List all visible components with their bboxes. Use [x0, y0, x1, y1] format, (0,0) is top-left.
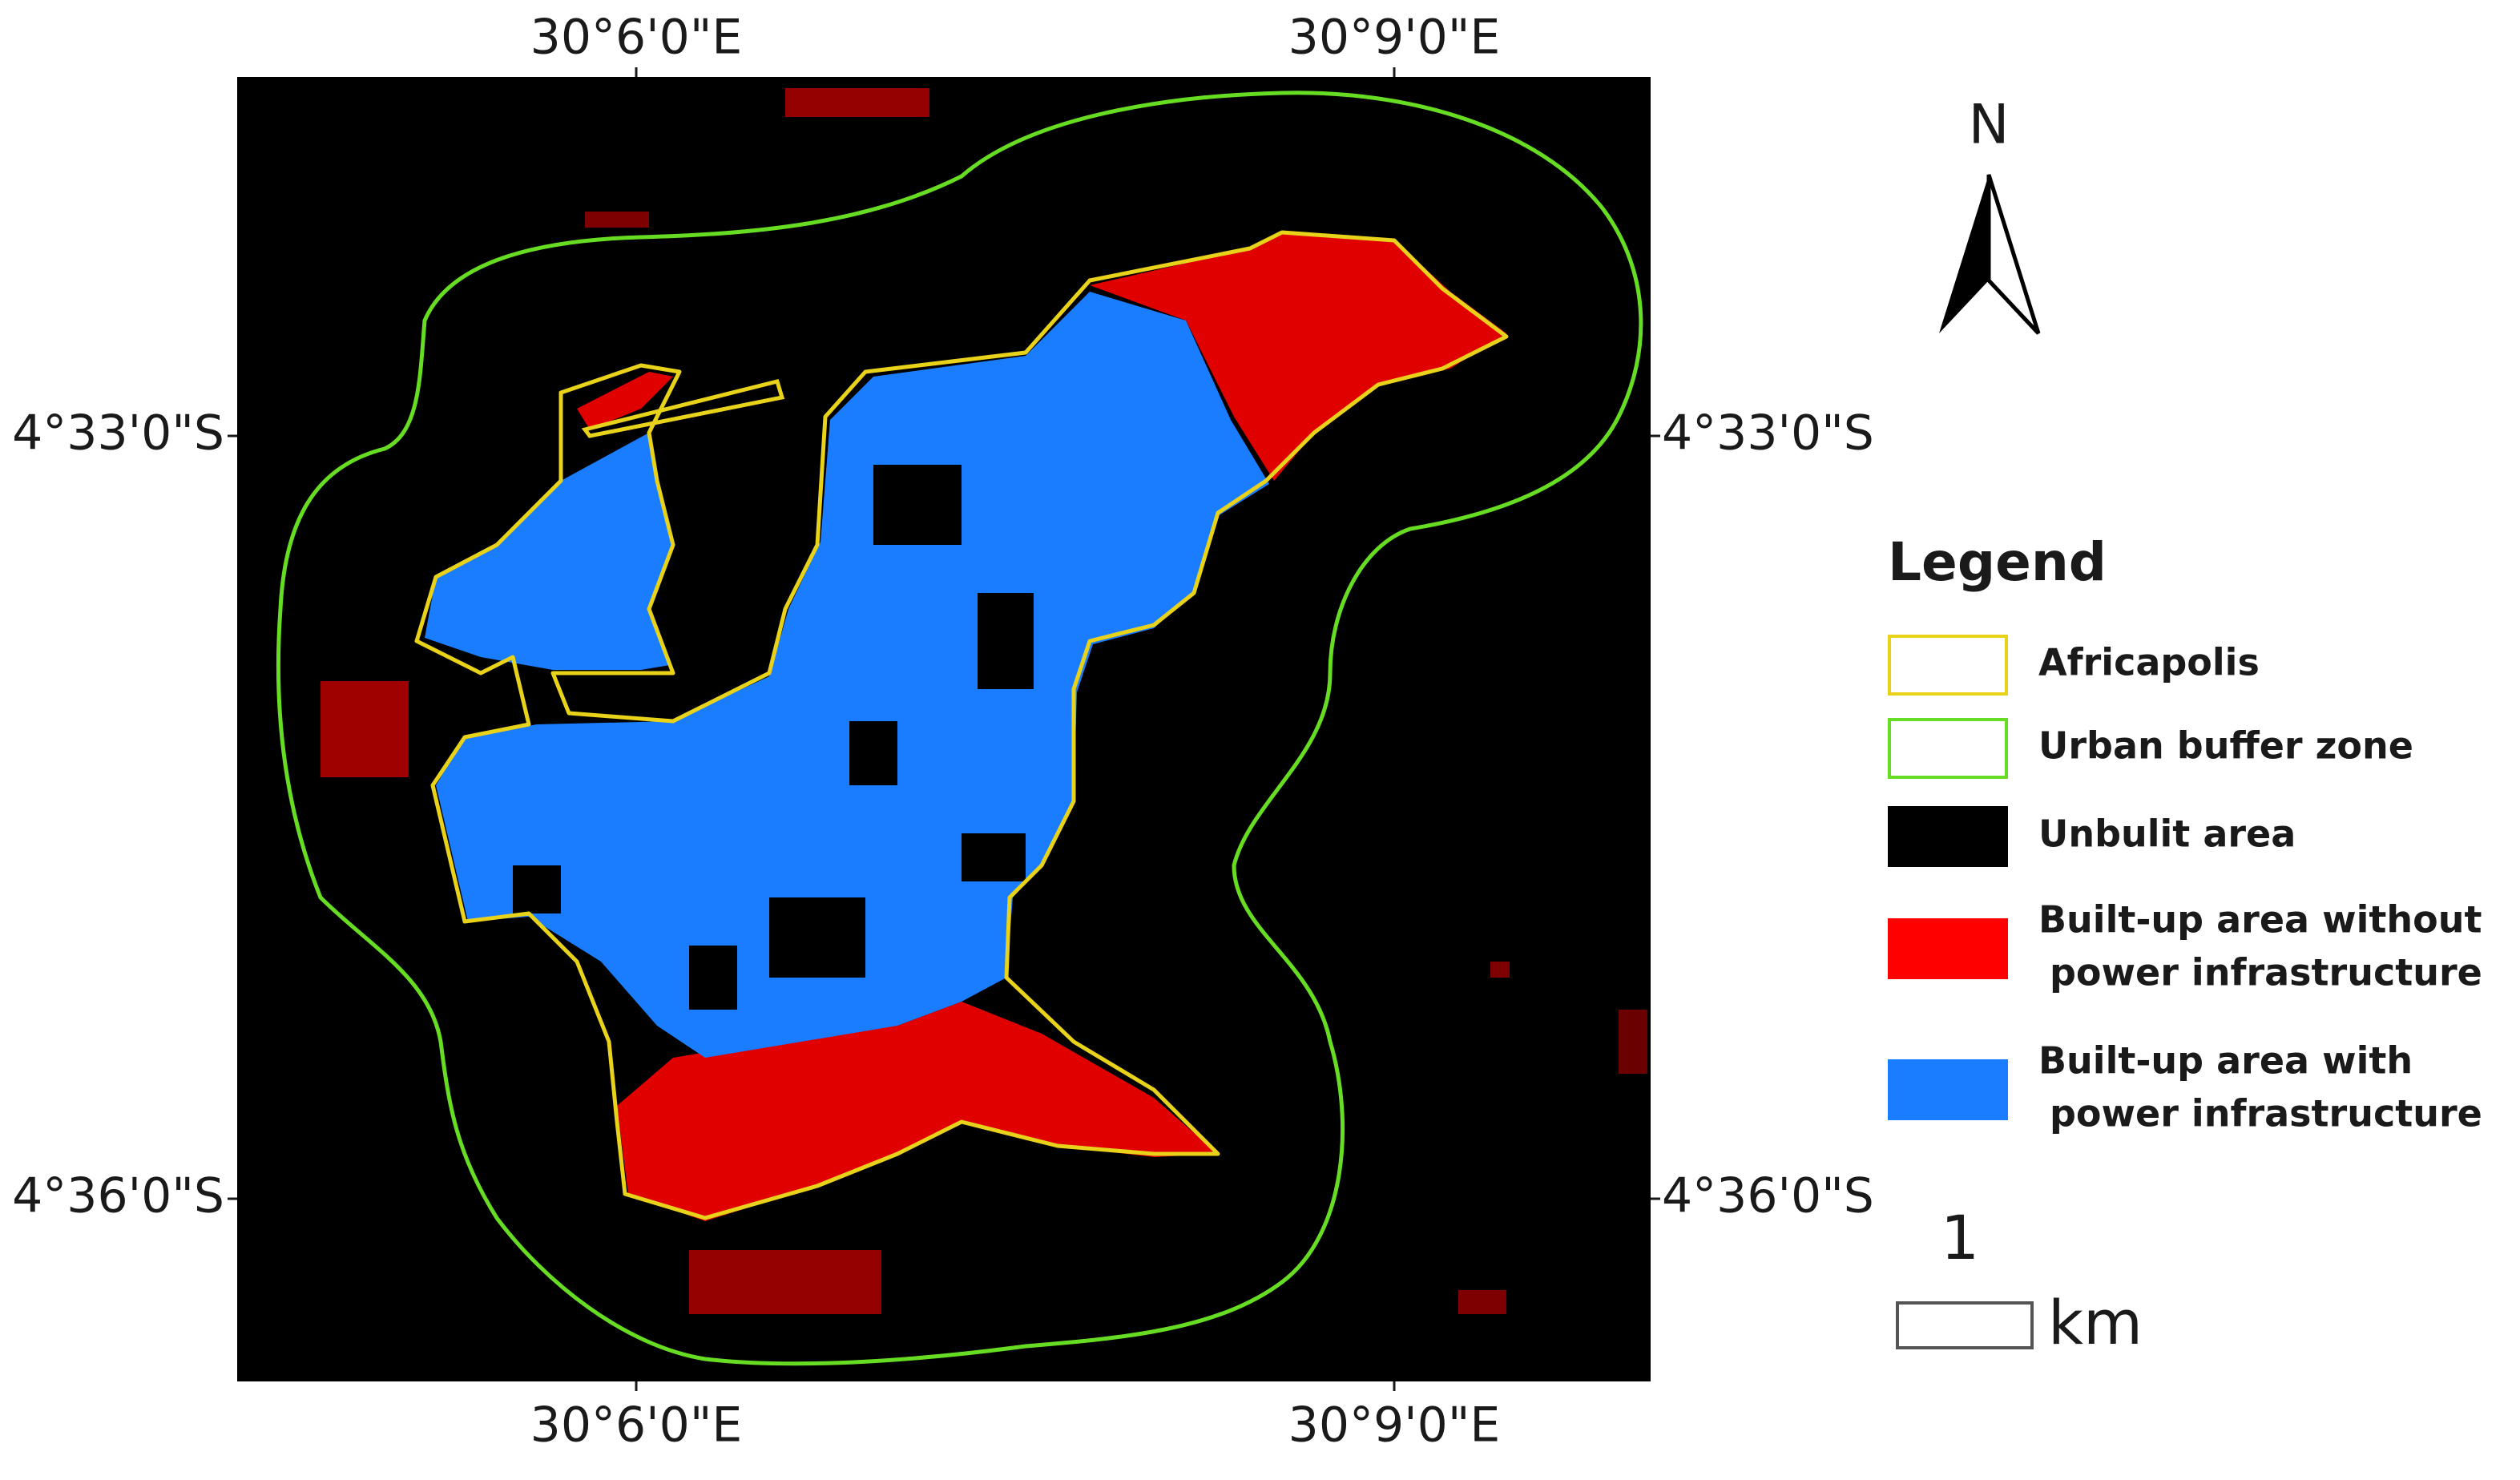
- frame-ticks: [228, 67, 1660, 1391]
- legend-swatch: [1888, 718, 2008, 779]
- lat-label: 4°36'0"S: [1662, 1168, 1874, 1224]
- north-arrow: N: [1939, 94, 2041, 335]
- legend-swatch: [1888, 918, 2008, 979]
- legend-label: power infrastructure: [2050, 1092, 2482, 1135]
- north-label: N: [1969, 94, 2010, 157]
- blue-builtup: [425, 292, 1269, 1058]
- north-arrow-right: [1986, 174, 2041, 335]
- scale-bar: 1 km: [1896, 1202, 2143, 1358]
- legend-label: Built-up area with: [2038, 1039, 2413, 1083]
- lon-label: 30°9'0"E: [1288, 10, 1501, 66]
- lon-label: 30°6'0"E: [530, 1397, 743, 1454]
- map-frame: [228, 67, 1660, 1391]
- legend-label: Unbulit area: [2038, 813, 2296, 856]
- legend-label: Built-up area without: [2038, 898, 2482, 942]
- africapolis-strip: [581, 378, 785, 438]
- lon-label: 30°9'0"E: [1288, 1397, 1501, 1454]
- lat-label: 4°36'0"S: [12, 1168, 224, 1224]
- legend-label: power infrastructure: [2050, 951, 2482, 994]
- red-builtup: [577, 232, 1506, 1221]
- legend-label: Urban buffer zone: [2038, 724, 2413, 768]
- legend-swatch: [1888, 1059, 2008, 1120]
- scale-unit: km: [2048, 1287, 2143, 1358]
- lat-label: 4°33'0"S: [12, 405, 224, 462]
- north-arrow-left: [1939, 175, 1989, 333]
- urban-buffer-outline: [276, 91, 1643, 1366]
- legend-label: Africapolis: [2038, 641, 2260, 684]
- legend-swatch: [1888, 635, 2008, 696]
- scale-value: 1: [1941, 1202, 1979, 1273]
- africapolis-outline: [414, 230, 1509, 1220]
- lat-label: 4°33'0"S: [1662, 405, 1874, 462]
- outer-red-patches: [321, 88, 1647, 1314]
- legend-swatch: [1888, 806, 2008, 867]
- legend: Legend Africapolis Urban buffer zone Unbul…: [1888, 531, 2482, 1135]
- lon-label: 30°6'0"E: [530, 10, 743, 66]
- inner-unbuilt-patches: [513, 465, 1170, 1010]
- legend-title: Legend: [1888, 531, 2107, 593]
- scale-box: [1896, 1301, 2034, 1349]
